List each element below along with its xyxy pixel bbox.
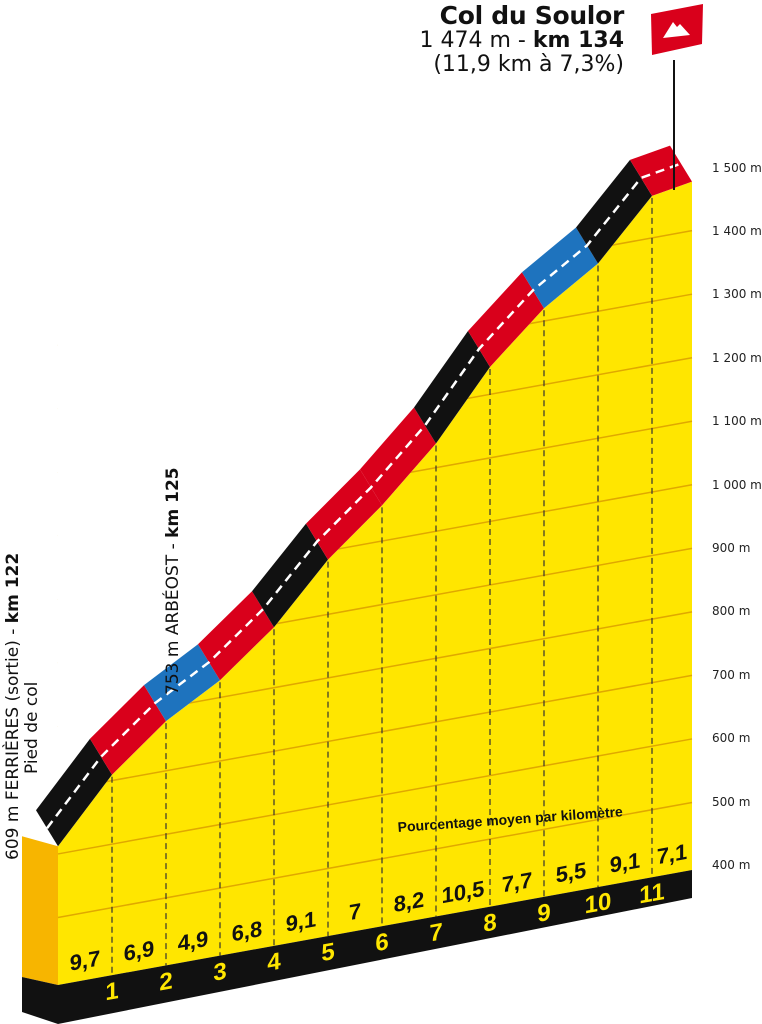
km-marker: 5: [321, 938, 334, 967]
km-base-band: [58, 870, 692, 1024]
gradient-label: 4,9: [178, 926, 209, 956]
y-tick-label: 1 100 m: [712, 414, 762, 429]
gradient-label: 7: [349, 898, 361, 925]
summit-info: Col du Soulor 1 474 m - km 134 (11,9 km …: [420, 1, 625, 77]
gradient-labels: 9,7 6,9 4,9 6,8 9,1 7 8,2 10,5 7,7 5,5 9,1 7,1: [70, 839, 688, 976]
gradient-label: 9,7: [70, 945, 101, 975]
start-label-line1: 609 m FERRIÈRES (sortie) - km 122: [3, 552, 23, 860]
road-segment-blue: [522, 227, 598, 309]
y-tick-label: 1 000 m: [712, 477, 762, 492]
mid-label-place: 753 m ARBÉOST -: [163, 537, 183, 695]
km-marker: 2: [159, 967, 172, 996]
road-band: [36, 145, 692, 847]
summit-altitude: 1 474 m -: [419, 28, 533, 53]
profile-base: [22, 181, 692, 1024]
y-tick-label: 500 m: [712, 794, 751, 809]
summit-altitude-km: 1 474 m - km 134: [420, 29, 624, 53]
km-divider-lines: [111, 197, 653, 976]
gridline: [57, 674, 693, 792]
km-marker: 11: [639, 878, 664, 909]
start-label-km: km 122: [3, 552, 23, 624]
km-marker: 3: [213, 958, 226, 987]
side-face: [22, 836, 58, 985]
start-label: 609 m FERRIÈRES (sortie) - km 122 Pied d…: [3, 552, 42, 860]
gradient-label: 9,1: [610, 848, 641, 878]
gradient-label: 9,1: [286, 906, 317, 936]
road-center-line: [46, 162, 682, 829]
y-tick-label: 1 300 m: [712, 287, 762, 302]
road-segment-red: [468, 272, 544, 367]
y-tick-label: 400 m: [712, 858, 751, 872]
gradient-label: 6,9: [124, 936, 155, 966]
km-marker: 4: [267, 948, 281, 977]
summit-name: Col du Soulor: [439, 1, 625, 30]
y-tick-label: 1 500 m: [712, 160, 762, 175]
gridline: [57, 738, 693, 855]
gradient-label: 6,8: [232, 916, 263, 946]
road-segment-red: [306, 469, 382, 560]
gradient-label: 7,1: [657, 839, 688, 869]
start-label-line2: Pied de col: [21, 681, 42, 774]
side-base: [22, 977, 58, 1024]
summit-km: km 134: [532, 28, 624, 53]
km-marker-labels: 1 2 3 4 5 6 7 8 9 10 11: [105, 878, 664, 1006]
km-marker: 6: [375, 928, 388, 957]
km-marker: 10: [585, 888, 612, 920]
gradient-label: 5,5: [556, 857, 587, 887]
km-marker: 9: [537, 899, 550, 928]
y-tick-label: 900 m: [712, 541, 751, 555]
y-tick-label: 800 m: [712, 604, 751, 619]
start-label-place: 609 m FERRIÈRES (sortie) -: [3, 623, 23, 860]
y-tick-label: 1 200 m: [712, 350, 762, 365]
mid-label: 753 m ARBÉOST - km 125: [163, 467, 183, 695]
summit-flag: [651, 4, 703, 190]
km-marker: 7: [429, 918, 442, 947]
gradient-label: 8,2: [394, 887, 425, 917]
km-marker: 1: [105, 977, 118, 1006]
y-tick-label: 700 m: [712, 667, 751, 682]
profile-area: [58, 181, 692, 985]
km-marker: 8: [483, 909, 496, 938]
gradient-label: 7,7: [502, 867, 533, 897]
y-tick-label: 1 400 m: [712, 224, 762, 238]
summit-stats: (11,9 km à 7,3%): [433, 51, 624, 77]
mid-label-km: km 125: [163, 467, 183, 538]
gridline: [57, 801, 693, 919]
y-tick-label: 600 m: [712, 731, 751, 746]
